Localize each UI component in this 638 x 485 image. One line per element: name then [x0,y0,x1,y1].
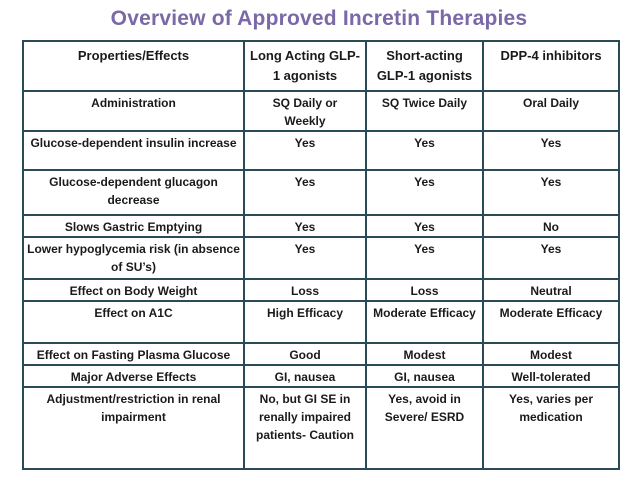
table-row: Glucose-dependent insulin increase Yes Y… [22,130,620,171]
value-cell: Yes [243,169,367,216]
property-cell: Effect on Body Weight [22,278,245,302]
value-cell: GI, nausea [365,364,484,388]
property-cell: Lower hypoglycemia risk (in absence of S… [22,236,245,280]
value-cell: No, but GI SE in renally impaired patien… [243,386,367,470]
value-cell: SQ Twice Daily [365,90,484,132]
value-cell: Moderate Efficacy [482,300,620,344]
value-cell: Modest [482,342,620,366]
value-cell: High Efficacy [243,300,367,344]
value-cell: Loss [243,278,367,302]
table-row: Adjustment/restriction in renal impairme… [22,386,620,470]
value-cell: Loss [365,278,484,302]
column-header-short-acting-glp1: Short-acting GLP-1 agonists [365,40,484,92]
table-row: Effect on Body Weight Loss Loss Neutral [22,278,620,302]
table-header-row: Properties/Effects Long Acting GLP- 1 ag… [22,40,620,92]
incretin-therapies-table: Properties/Effects Long Acting GLP- 1 ag… [22,40,620,470]
property-cell: Major Adverse Effects [22,364,245,388]
value-cell: Well-tolerated [482,364,620,388]
property-cell: Slows Gastric Emptying [22,214,245,238]
value-cell: Moderate Efficacy [365,300,484,344]
value-cell: Oral Daily [482,90,620,132]
value-cell: Modest [365,342,484,366]
value-cell: Yes [365,169,484,216]
table-row: Effect on Fasting Plasma Glucose Good Mo… [22,342,620,366]
value-cell: Yes [243,130,367,171]
column-header-dpp4: DPP-4 inhibitors [482,40,620,92]
property-cell: Effect on Fasting Plasma Glucose [22,342,245,366]
value-cell: Yes [243,214,367,238]
table-row: Slows Gastric Emptying Yes Yes No [22,214,620,238]
table-row: Glucose-dependent glucagon decrease Yes … [22,169,620,216]
value-cell: Yes [365,130,484,171]
value-cell: Yes [365,214,484,238]
value-cell: No [482,214,620,238]
table-row: Effect on A1C High Efficacy Moderate Eff… [22,300,620,344]
value-cell: Neutral [482,278,620,302]
property-cell: Glucose-dependent insulin increase [22,130,245,171]
value-cell: Good [243,342,367,366]
value-cell: SQ Daily or Weekly [243,90,367,132]
table-row: Lower hypoglycemia risk (in absence of S… [22,236,620,280]
value-cell: Yes, avoid in Severe/ ESRD [365,386,484,470]
page-title: Overview of Approved Incretin Therapies [110,7,528,30]
value-cell: Yes [365,236,484,280]
value-cell: Yes [482,236,620,280]
column-header-long-acting-glp1: Long Acting GLP- 1 agonists [243,40,367,92]
property-cell: Effect on A1C [22,300,245,344]
value-cell: GI, nausea [243,364,367,388]
table-row: Major Adverse Effects GI, nausea GI, nau… [22,364,620,388]
property-cell: Administration [22,90,245,132]
column-header-properties: Properties/Effects [22,40,245,92]
value-cell: Yes [243,236,367,280]
table-row: Administration SQ Daily or Weekly SQ Twi… [22,90,620,132]
property-cell: Glucose-dependent glucagon decrease [22,169,245,216]
value-cell: Yes, varies per medication [482,386,620,470]
value-cell: Yes [482,130,620,171]
slide: Overview of Approved Incretin Therapies … [0,6,638,485]
property-cell: Adjustment/restriction in renal impairme… [22,386,245,470]
value-cell: Yes [482,169,620,216]
